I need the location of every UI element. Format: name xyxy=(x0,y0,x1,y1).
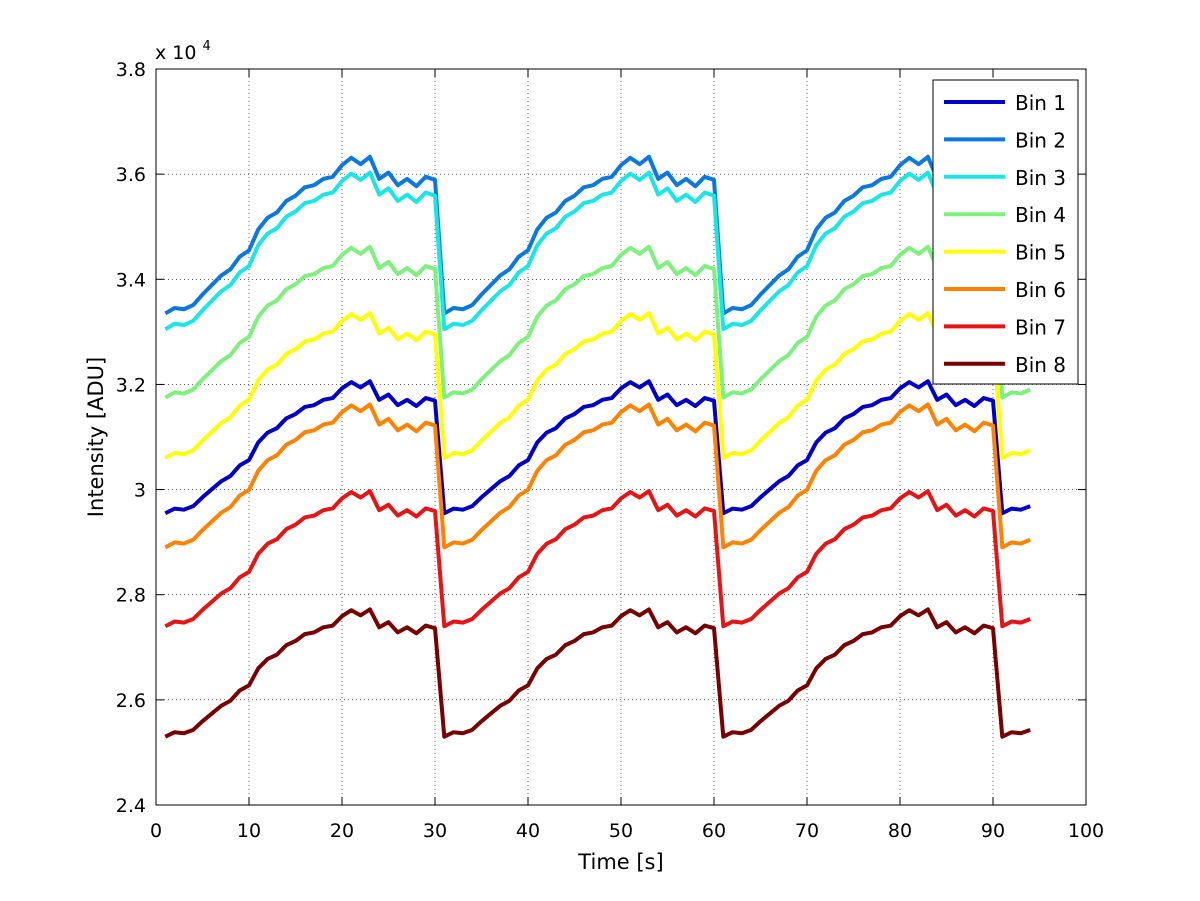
y-tick-label: 3.6 xyxy=(116,164,146,186)
legend: Bin 1 Bin 2 Bin 3 Bin 4 Bin 5 Bin 6 Bin 7 Bin 8 xyxy=(932,79,1079,385)
x-tick-label: 0 xyxy=(150,820,162,842)
series-line-bin-2 xyxy=(164,154,1032,316)
series-line-bin-8 xyxy=(164,607,1031,739)
y-tick-label: 3.4 xyxy=(116,269,146,291)
series-line-bin-3 xyxy=(164,170,1032,332)
x-tick-label: 40 xyxy=(516,820,540,842)
series-line-bin-7 xyxy=(164,489,1031,629)
y-tick-label: 3 xyxy=(134,480,146,502)
series-line-bin-4 xyxy=(164,244,1031,400)
legend-entry-label: Bin 7 xyxy=(1015,315,1066,339)
legend-box xyxy=(932,79,1079,385)
ticks: 0 10 20 30 40 50 60 70 80 90 100 2.4 2.6 2.8 3 3.2 3.4 3.… xyxy=(116,59,1104,842)
y-tick-label: 2.8 xyxy=(116,585,146,607)
series-lines xyxy=(164,154,1032,739)
legend-entry-label: Bin 5 xyxy=(1015,241,1066,265)
series-line-bin-1 xyxy=(164,379,1031,516)
y-axis-label: Intensity [ADU] xyxy=(84,357,108,517)
legend-entry-label: Bin 4 xyxy=(1015,203,1066,227)
legend-entry-label: Bin 1 xyxy=(1015,91,1066,115)
legend-entry-label: Bin 2 xyxy=(1015,128,1066,152)
y-multiplier-base: x 10 xyxy=(155,42,196,64)
y-tick-label: 2.4 xyxy=(116,795,146,817)
y-multiplier-exponent: 4 xyxy=(203,39,211,54)
x-tick-label: 30 xyxy=(423,820,447,842)
legend-entry-label: Bin 3 xyxy=(1015,166,1066,190)
x-tick-label: 90 xyxy=(981,820,1005,842)
y-tick-label: 3.8 xyxy=(116,59,146,81)
x-tick-label: 70 xyxy=(795,820,819,842)
x-axis-label: Time [s] xyxy=(577,850,663,874)
x-tick-label: 50 xyxy=(609,820,633,842)
y-tick-label: 2.6 xyxy=(116,690,146,712)
x-tick-label: 100 xyxy=(1068,820,1104,842)
x-tick-label: 20 xyxy=(330,820,354,842)
x-tick-label: 10 xyxy=(237,820,261,842)
x-tick-label: 60 xyxy=(702,820,726,842)
y-axis-multiplier: x 10 4 xyxy=(155,39,211,64)
series-line-bin-5 xyxy=(164,311,1031,461)
series-line-bin-6 xyxy=(164,402,1031,550)
legend-entry-label: Bin 6 xyxy=(1015,278,1066,302)
y-tick-label: 3.2 xyxy=(116,374,146,396)
x-tick-label: 80 xyxy=(888,820,912,842)
legend-entry-label: Bin 8 xyxy=(1015,353,1066,377)
